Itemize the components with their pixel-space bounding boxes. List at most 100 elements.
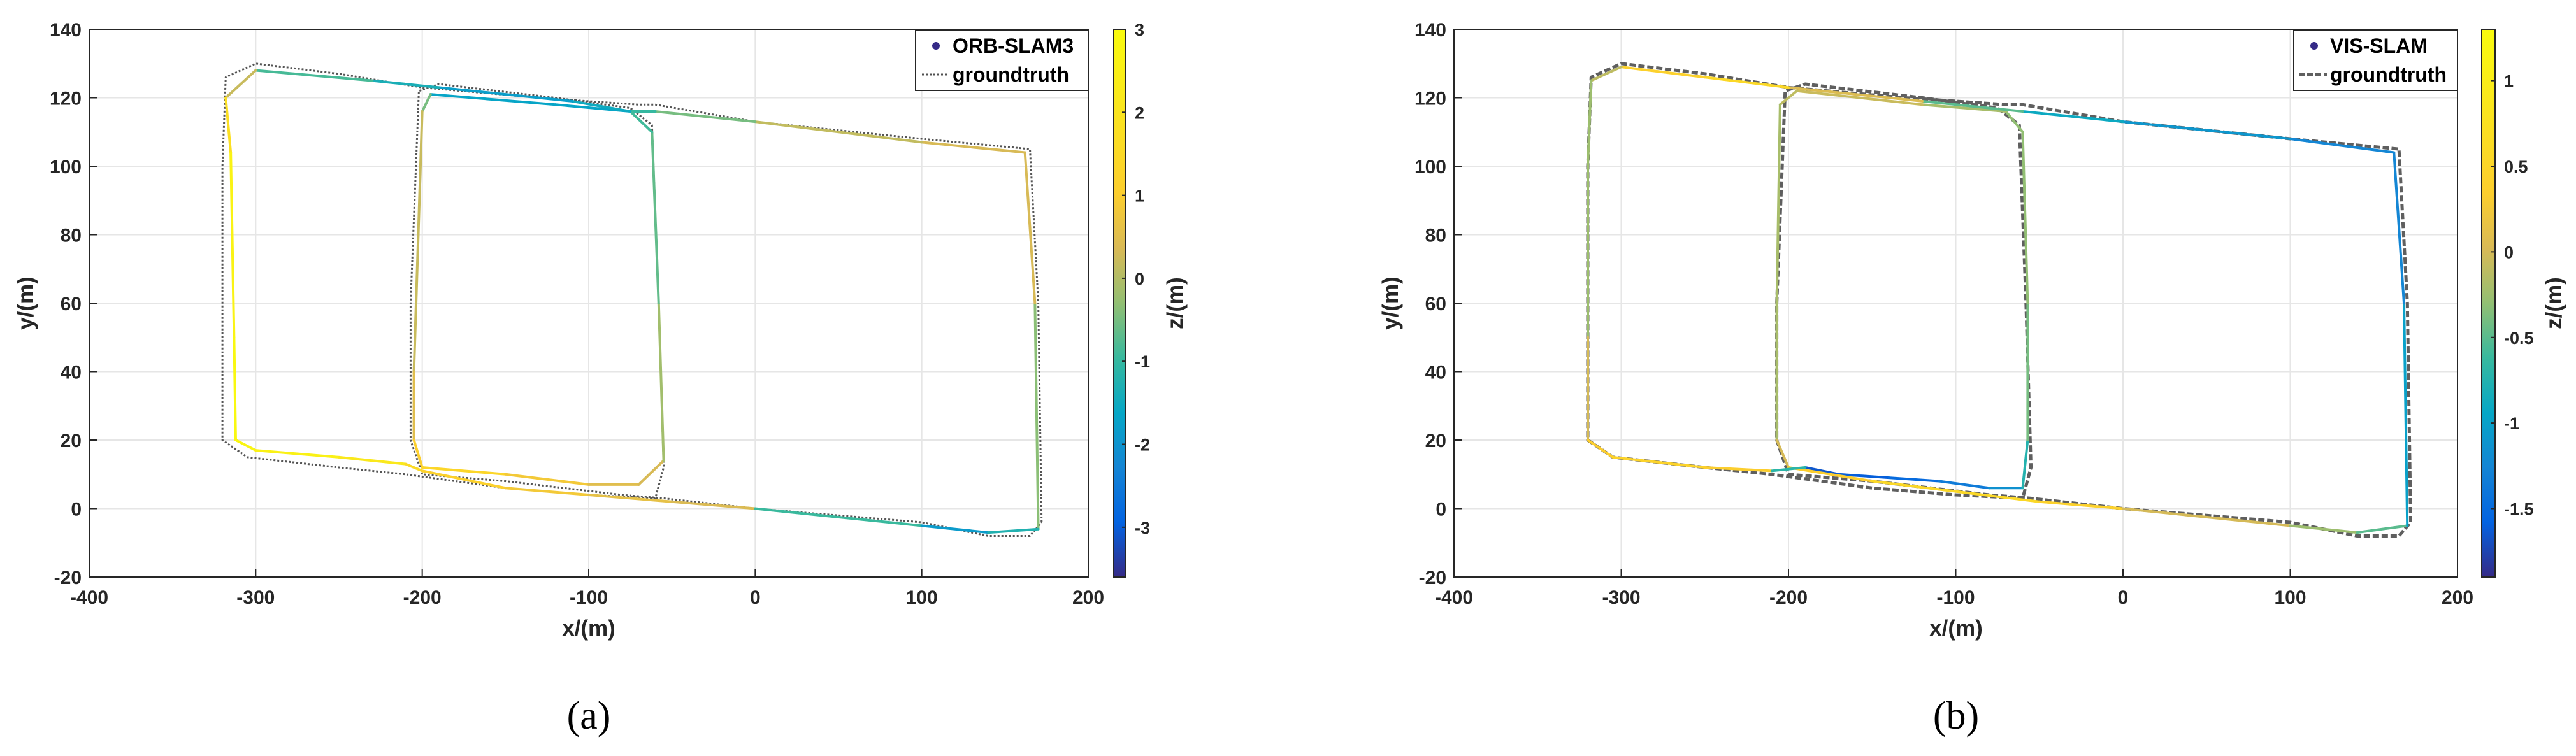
trajectory-segment-b-39 <box>1770 466 1807 473</box>
trajectory-segment-b-31 <box>1620 66 1706 79</box>
panel-b: -400 -300 -200 -100 0 100 200-2002040608010012… <box>1378 20 2566 738</box>
trajectory-segment-a-38 <box>987 527 1040 534</box>
trajectory-segment-b-3 <box>1887 476 1941 483</box>
y-tick-label-b-7: 120 <box>1414 89 1446 110</box>
trajectory-segment-b-18 <box>1954 490 2041 503</box>
colorbar-tick-label-b-1: -1 <box>2504 414 2519 433</box>
trajectory-segment-b-26 <box>2122 120 2292 140</box>
y-tick-label-a-2: 20 <box>61 431 82 452</box>
colorbar-tick-label-a-4: 1 <box>1135 187 1144 206</box>
trajectory-segment-b-10 <box>1921 103 2008 113</box>
trajectory-segment-b-20 <box>2122 507 2292 527</box>
trajectory-segment-a-28 <box>234 439 257 452</box>
trajectory-segment-b-2 <box>1837 473 1890 480</box>
colorbar-gradient-b <box>2481 29 2496 578</box>
trajectory-segment-a-9 <box>421 93 432 113</box>
y-tick-label-a-7: 120 <box>50 89 82 110</box>
series-layer-b <box>1586 62 2412 538</box>
trajectory-segment-b-32 <box>1590 66 1623 82</box>
x-tick-label-b-1: -300 <box>1602 587 1640 608</box>
y-tick-label-b-6: 100 <box>1414 157 1446 178</box>
x-tick-label-b-6: 200 <box>2442 587 2473 608</box>
colorbar-tick-label-a-1: -2 <box>1135 436 1150 455</box>
legend-marker-vis-slam <box>2310 42 2318 50</box>
trajectory-segment-b-24 <box>2393 151 2405 304</box>
y-axis-label-a: y/(m) <box>13 276 38 330</box>
trajectory-segment-b-9 <box>2004 110 2024 134</box>
x-axis-label-b: x/(m) <box>1929 616 1983 641</box>
legend-box-a <box>915 30 1089 91</box>
x-tick-label-a-2: -200 <box>403 587 442 608</box>
y-tick-label-b-3: 40 <box>1425 362 1446 383</box>
y-tick-label-a-8: 140 <box>50 20 82 41</box>
trajectory-segment-a-22 <box>371 79 440 89</box>
trajectory-segment-b-22 <box>2356 524 2409 534</box>
trajectory-segment-b-19 <box>2038 500 2124 510</box>
colorbar-tick-label-a-0: -3 <box>1135 518 1150 538</box>
legend-label-groundtruth-a: groundtruth <box>953 63 1069 86</box>
x-tick-label-b-3: -100 <box>1936 587 1975 608</box>
trajectory-segment-a-32 <box>421 469 507 490</box>
trajectory-segment-a-35 <box>670 500 757 510</box>
trajectory-segment-a-34 <box>587 494 673 503</box>
trajectory-segment-b-27 <box>2021 110 2124 124</box>
colorbar-tick-label-a-6: 3 <box>1135 20 1144 39</box>
trajectory-segment-b-12 <box>1778 89 1799 106</box>
trajectory-segment-a-5 <box>654 110 757 124</box>
legend-a: ORB-SLAM3 groundtruth <box>915 30 1089 91</box>
trajectory-segment-a-13 <box>421 466 507 476</box>
y-tick-label-a-6: 100 <box>50 157 82 178</box>
colorbar-tick-label-a-3: 0 <box>1135 269 1144 289</box>
x-tick-label-a-4: 0 <box>750 587 761 608</box>
y-tick-label-b-0: -20 <box>1419 567 1446 588</box>
trajectory-segment-a-10 <box>412 110 424 373</box>
trajectory-segment-a-17 <box>657 302 665 462</box>
colorbar-tick-label-b-0: -1.5 <box>2504 500 2534 519</box>
trajectory-segment-a-33 <box>504 487 590 496</box>
trajectory-segment-b-38 <box>1703 466 1773 473</box>
colorbar-label-a: z/(m) <box>1163 277 1188 329</box>
y-tick-label-a-3: 40 <box>61 362 82 383</box>
caption-a: (a) <box>567 694 611 738</box>
trajectory-segment-a-37 <box>920 524 990 534</box>
y-tick-label-a-1: 0 <box>71 499 82 520</box>
trajectory-segment-b-25 <box>2289 138 2396 154</box>
colorbar-a: -3 -2 -1 0 1 2 3 z/(m) <box>1113 20 1188 578</box>
trajectory-segment-a-18 <box>651 131 660 304</box>
y-tick-label-a-5: 80 <box>61 225 82 246</box>
trajectory-segment-a-19 <box>629 110 654 134</box>
trajectory-segment-b-17 <box>1871 480 1957 493</box>
trajectory-segment-a-2 <box>1023 151 1037 304</box>
legend-label-orb-slam3: ORB-SLAM3 <box>953 34 1074 57</box>
trajectory-segment-b-8 <box>2021 131 2029 304</box>
x-tick-label-b-2: -200 <box>1769 587 1808 608</box>
trajectory-segment-b-33 <box>1587 79 1593 168</box>
trajectory-segment-a-20 <box>570 99 632 113</box>
y-axis-label-b: y/(m) <box>1378 276 1403 330</box>
trajectory-segment-a-26 <box>229 151 236 339</box>
y-tick-label-a-4: 60 <box>61 294 82 315</box>
trajectory-segment-b-30 <box>1703 76 1790 89</box>
trajectory-segment-a-23 <box>254 69 374 82</box>
legend-label-groundtruth-b: groundtruth <box>2330 63 2447 86</box>
trajectory-segment-b-23 <box>2403 302 2409 527</box>
trajectory-segment-a-27 <box>233 336 237 441</box>
panel-a: -400 -300 -200 -100 0 100 200-2002040608010012… <box>13 20 1188 738</box>
trajectory-segment-a-21 <box>437 86 573 103</box>
legend-box-b <box>2293 30 2458 91</box>
y-tick-label-b-2: 20 <box>1425 431 1446 452</box>
trajectory-segment-a-12 <box>412 439 424 469</box>
legend-marker-orb-slam3 <box>932 42 940 50</box>
trajectory-segment-a-24 <box>224 69 257 99</box>
trajectory-segment-b-6 <box>2021 439 2029 490</box>
y-tick-label-b-1: 0 <box>1436 499 1446 520</box>
series-slam-a <box>224 69 1040 534</box>
caption-b: (b) <box>1933 694 1979 738</box>
grid-a <box>89 29 1089 578</box>
trajectory-segment-a-29 <box>254 449 340 459</box>
legend-b: VIS-SLAM groundtruth <box>2293 30 2458 91</box>
trajectory-segment-b-13 <box>1775 103 1781 304</box>
x-tick-label-a-1: -300 <box>236 587 275 608</box>
x-tick-label-a-0: -400 <box>70 587 108 608</box>
trajectory-segment-a-30 <box>338 455 407 466</box>
